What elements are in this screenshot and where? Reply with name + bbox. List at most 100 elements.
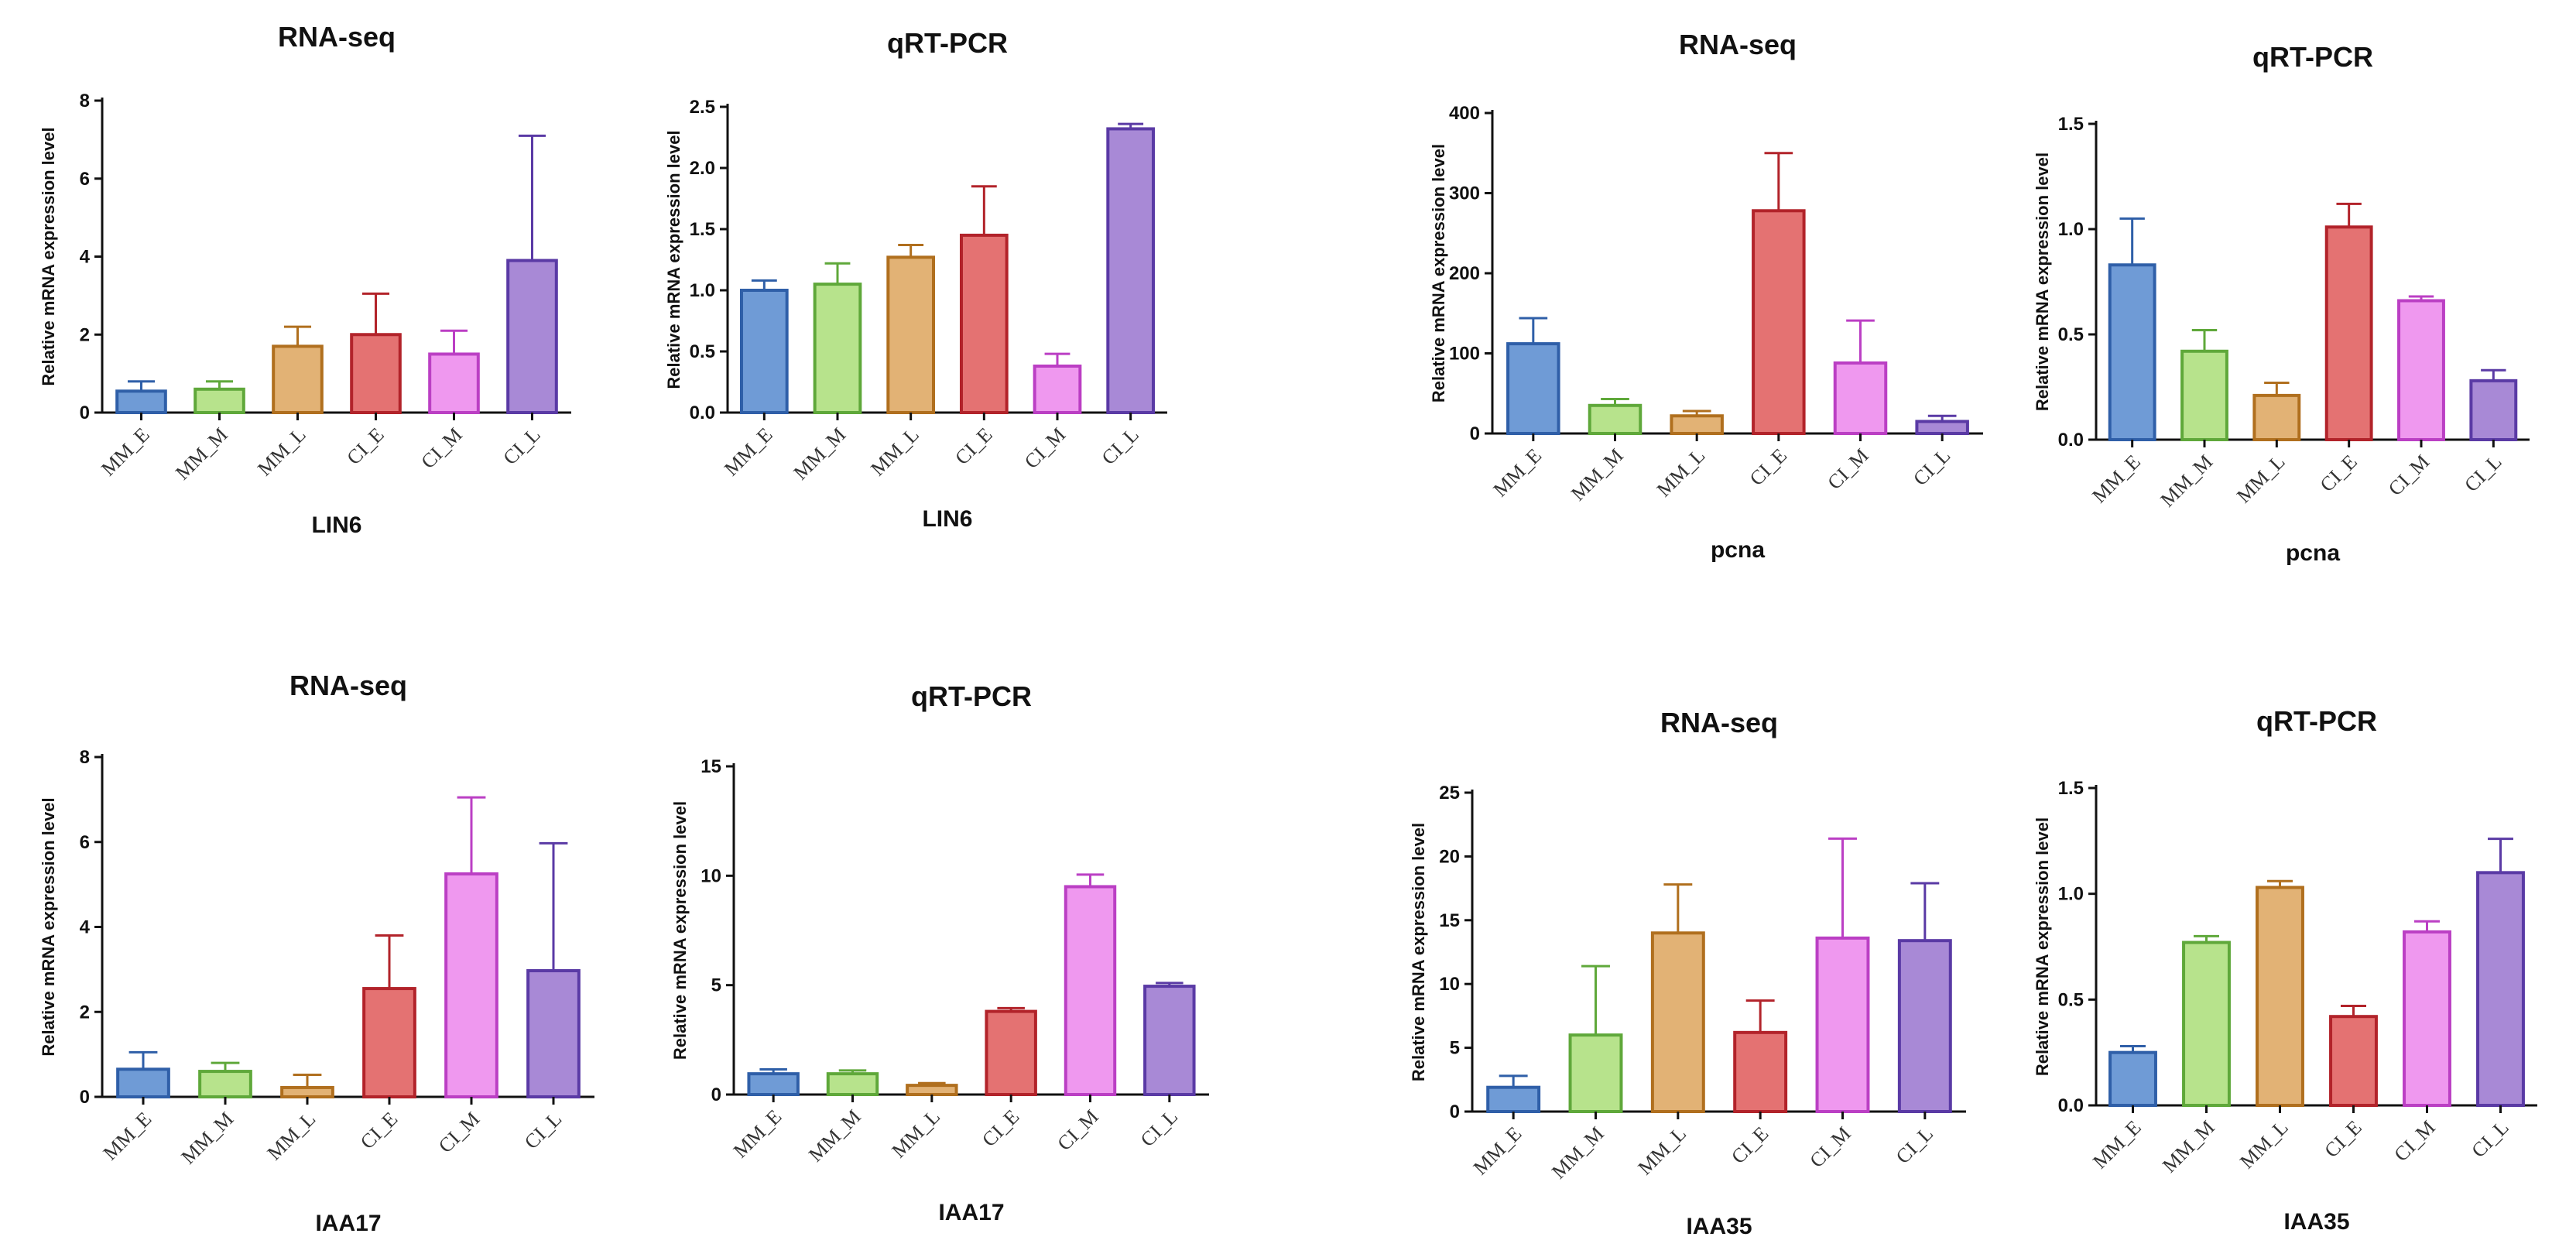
y-tick-label: 0.0 xyxy=(2058,430,2084,451)
x-tick-label: MM_L xyxy=(887,1105,944,1163)
x-tick-label: CI_M xyxy=(434,1108,484,1157)
bar-MM_M xyxy=(1588,403,1643,436)
y-tick-label: 2 xyxy=(80,1002,90,1023)
chart-title: qRT-PCR xyxy=(887,27,1008,59)
chart-panel-4: qRT-PCR Relative mRNA expression level 0.0… xyxy=(2033,41,2530,566)
bar-MM_M xyxy=(813,283,862,414)
bar-MM_L xyxy=(886,255,936,414)
y-tick-label: 0 xyxy=(80,1087,90,1108)
bar-CI_M xyxy=(2397,299,2445,442)
y-tick-label: 15 xyxy=(1439,910,1460,931)
x-tick-label: CI_E xyxy=(342,423,388,469)
x-tick-label: MM_L xyxy=(866,423,923,481)
chart-panel-2: qRT-PCR Relative mRNA expression level 0.0… xyxy=(664,27,1167,532)
bar-CI_E xyxy=(1733,1030,1788,1113)
bar-CI_M xyxy=(2403,930,2451,1108)
bar-CI_L xyxy=(1915,420,1969,435)
x-tick-label: CI_L xyxy=(2460,451,2506,496)
y-tick-label: 0 xyxy=(1450,1102,1460,1122)
bar-CI_L xyxy=(1143,985,1196,1096)
y-tick-label: 0.0 xyxy=(2058,1095,2084,1116)
bar-MM_M xyxy=(2182,940,2231,1107)
bar-CI_E xyxy=(350,333,402,414)
bar-MM_L xyxy=(1650,931,1705,1114)
chart-title: RNA-seq xyxy=(1660,707,1778,738)
y-tick-label: 200 xyxy=(1449,263,1480,284)
y-axis-label: Relative mRNA expression level xyxy=(2033,817,2052,1076)
chart-title: RNA-seq xyxy=(278,21,396,53)
chart-title: RNA-seq xyxy=(289,670,407,701)
bar-CI_L xyxy=(1106,127,1156,414)
y-tick-label: 6 xyxy=(80,169,90,190)
bar-CI_L xyxy=(1897,939,1952,1113)
bar-CI_E xyxy=(959,233,1009,414)
x-tick-label: CI_L xyxy=(2467,1116,2513,1162)
chart-title: qRT-PCR xyxy=(2252,41,2373,73)
bar-MM_E xyxy=(116,1067,170,1099)
y-axis-label: Relative mRNA expression level xyxy=(39,797,58,1056)
chart-title: qRT-PCR xyxy=(911,680,1032,712)
chart-panel-8: qRT-PCR Relative mRNA expression level 0.0… xyxy=(2033,705,2537,1235)
y-tick-label: 0 xyxy=(711,1084,721,1105)
x-tick-label: CI_M xyxy=(1053,1105,1102,1155)
bar-CI_M xyxy=(428,352,480,414)
x-tick-label: CI_M xyxy=(1805,1122,1855,1172)
bar-MM_E xyxy=(1486,1085,1541,1113)
y-tick-label: 300 xyxy=(1449,183,1480,204)
bar-CI_L xyxy=(2476,871,2525,1108)
x-tick-label: CI_E xyxy=(951,423,996,469)
y-tick-label: 1.5 xyxy=(2058,114,2084,135)
y-tick-label: 10 xyxy=(701,865,721,886)
y-tick-label: 1.5 xyxy=(690,219,715,240)
y-tick-label: 400 xyxy=(1449,103,1480,124)
x-tick-label: CI_L xyxy=(1136,1105,1182,1151)
y-tick-label: 1.5 xyxy=(2058,778,2084,799)
chart-panel-6: qRT-PCR Relative mRNA expression level 0 5 1… xyxy=(670,680,1209,1225)
chart-panel-7: RNA-seq Relative mRNA expression level 0 5 1… xyxy=(1409,707,1966,1239)
x-tick-label: CI_E xyxy=(356,1108,402,1153)
x-axis-label: IAA17 xyxy=(938,1200,1004,1225)
x-axis-label: IAA35 xyxy=(1686,1214,1752,1239)
y-tick-label: 6 xyxy=(80,832,90,853)
x-tick-label: MM_M xyxy=(2158,1116,2219,1177)
bar-CI_E xyxy=(985,1009,1037,1096)
bar-MM_L xyxy=(272,344,324,414)
bar-CI_M xyxy=(444,872,498,1098)
y-tick-label: 1.0 xyxy=(690,280,715,301)
x-tick-label: CI_E xyxy=(2320,1116,2365,1162)
bar-MM_E xyxy=(2108,1050,2157,1107)
x-tick-label: MM_E xyxy=(97,423,154,481)
x-tick-label: MM_E xyxy=(2088,451,2145,508)
y-tick-label: 20 xyxy=(1439,846,1460,867)
x-tick-label: MM_L xyxy=(2235,1116,2293,1173)
y-axis-label: Relative mRNA expression level xyxy=(670,801,690,1060)
bar-MM_M xyxy=(2180,349,2228,442)
bar-MM_M xyxy=(198,1070,252,1098)
x-tick-label: MM_L xyxy=(253,423,310,481)
y-tick-label: 25 xyxy=(1439,783,1460,803)
y-axis-label: Relative mRNA expression level xyxy=(1409,823,1428,1081)
x-tick-label: CI_M xyxy=(416,423,466,473)
x-tick-label: MM_M xyxy=(1547,1122,1608,1184)
y-tick-label: 4 xyxy=(80,917,91,938)
y-tick-label: 4 xyxy=(80,247,91,268)
y-axis-label: Relative mRNA expression level xyxy=(2033,152,2052,411)
chart-panel-5: RNA-seq Relative mRNA expression level 0 2 4… xyxy=(39,670,594,1236)
x-tick-label: MM_M xyxy=(804,1105,865,1167)
y-tick-label: 0 xyxy=(80,403,90,423)
x-tick-label: MM_E xyxy=(720,423,777,481)
y-tick-label: 1.0 xyxy=(2058,884,2084,905)
x-tick-label: CI_E xyxy=(1727,1122,1773,1168)
bar-CI_E xyxy=(2324,225,2373,441)
y-tick-label: 2.5 xyxy=(690,97,715,118)
bar-MM_E xyxy=(1506,342,1560,435)
x-tick-label: MM_L xyxy=(1633,1122,1690,1180)
x-tick-label: CI_M xyxy=(1823,444,1872,494)
x-tick-label: MM_L xyxy=(1653,444,1710,502)
bar-MM_L xyxy=(2252,393,2301,442)
bar-MM_M xyxy=(194,387,245,414)
x-tick-label: CI_L xyxy=(1892,1122,1937,1168)
bar-MM_M xyxy=(826,1072,879,1096)
bar-MM_E xyxy=(2108,263,2156,441)
